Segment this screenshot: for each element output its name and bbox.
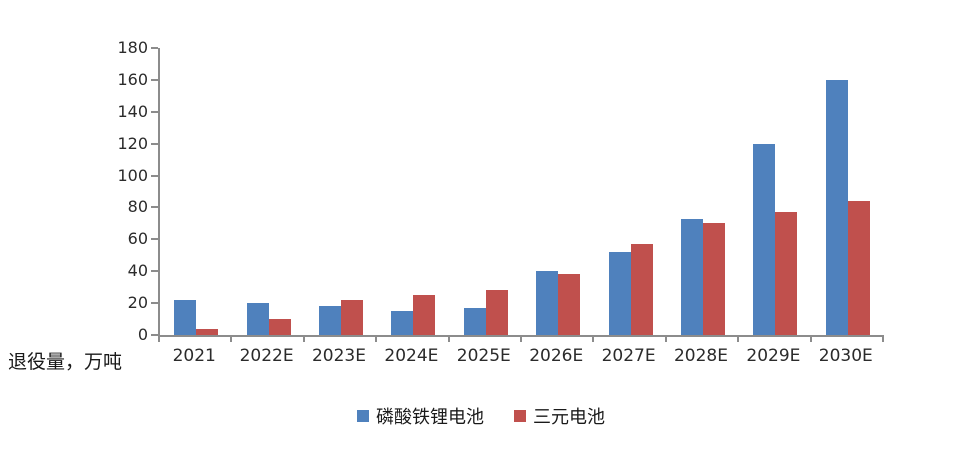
x-tick-mark xyxy=(447,337,450,342)
y-tick-label: 180 xyxy=(117,38,148,57)
y-tick-mark xyxy=(151,47,158,49)
x-tick-mark xyxy=(737,337,740,342)
y-tick-mark xyxy=(151,334,158,336)
plot-area xyxy=(158,48,884,337)
x-tick-label: 2022E xyxy=(239,346,294,366)
legend: 磷酸铁锂电池 三元电池 xyxy=(0,403,962,429)
y-tick-mark xyxy=(151,238,158,241)
bar-磷酸铁锂电池-2027E xyxy=(608,252,631,335)
y-tick-label: 0 xyxy=(137,325,148,344)
y-tick-label: 120 xyxy=(117,133,148,153)
y-tick-label: 60 xyxy=(127,229,148,249)
y-tick-label: 100 xyxy=(117,165,148,185)
x-tick-label: 2025E xyxy=(456,346,511,366)
x-tick-label: 2024E xyxy=(384,346,439,366)
legend-item: 三元电池 xyxy=(514,403,605,429)
y-tick-label: 160 xyxy=(117,69,148,89)
x-tick-mark xyxy=(520,337,522,342)
x-tick-mark xyxy=(302,337,305,342)
bar-磷酸铁锂电池-2021 xyxy=(174,299,197,335)
bar-三元电池-2024E xyxy=(413,295,436,335)
y-tick-mark xyxy=(151,142,158,145)
legend-label: 磷酸铁锂电池 xyxy=(376,407,484,428)
bar-磷酸铁锂电池-2026E xyxy=(536,271,559,335)
legend-label: 三元电池 xyxy=(533,407,605,428)
x-tick-mark xyxy=(158,337,160,342)
y-tick-label: 20 xyxy=(127,293,148,313)
bar-三元电池-2028E xyxy=(703,223,725,335)
bar-磷酸铁锂电池-2024E xyxy=(391,311,414,335)
legend-swatch-icon xyxy=(357,410,369,422)
x-tick-label: 2023E xyxy=(311,346,366,366)
bar-三元电池-2026E xyxy=(558,274,581,335)
bar-三元电池-2021 xyxy=(196,328,219,335)
y-tick-mark xyxy=(151,174,158,177)
bar-磷酸铁锂电池-2029E xyxy=(753,143,776,335)
x-tick-label: 2030E xyxy=(818,346,873,366)
x-tick-label: 2027E xyxy=(601,346,656,366)
bar-三元电池-2027E xyxy=(630,244,653,335)
x-tick-mark xyxy=(882,337,884,342)
x-tick-mark xyxy=(230,337,233,342)
bar-磷酸铁锂电池-2023E xyxy=(319,306,341,335)
y-tick-mark xyxy=(151,110,158,113)
y-axis-label: 退役量，万吨 xyxy=(8,351,123,373)
y-tick-label: 140 xyxy=(117,101,148,121)
bar-磷酸铁锂电池-2022E xyxy=(246,303,269,335)
x-tick-label: 2028E xyxy=(673,346,728,366)
x-tick-label: 2021 xyxy=(172,346,216,366)
y-tick-mark xyxy=(151,270,158,273)
y-tick-mark xyxy=(151,206,158,209)
bar-三元电池-2030E xyxy=(847,201,870,335)
y-tick-mark xyxy=(151,78,158,81)
x-tick-mark xyxy=(592,337,595,342)
legend-swatch-icon xyxy=(514,410,526,422)
x-tick-mark xyxy=(809,337,812,342)
x-tick-label: 2026E xyxy=(529,346,584,366)
bar-磷酸铁锂电池-2025E xyxy=(463,307,486,335)
bar-三元电池-2025E xyxy=(485,290,508,335)
bar-磷酸铁锂电池-2030E xyxy=(825,79,848,335)
bar-三元电池-2022E xyxy=(268,319,291,335)
legend-item: 磷酸铁锂电池 xyxy=(357,403,484,429)
bar-磷酸铁锂电池-2028E xyxy=(681,218,703,335)
y-tick-label: 80 xyxy=(127,197,148,217)
bar-三元电池-2029E xyxy=(775,212,798,335)
y-tick-mark xyxy=(151,302,158,305)
y-tick-label: 40 xyxy=(127,261,148,281)
bar-三元电池-2023E xyxy=(341,299,363,335)
x-tick-mark xyxy=(664,337,667,342)
x-tick-mark xyxy=(375,337,378,342)
x-tick-label: 2029E xyxy=(746,346,801,366)
